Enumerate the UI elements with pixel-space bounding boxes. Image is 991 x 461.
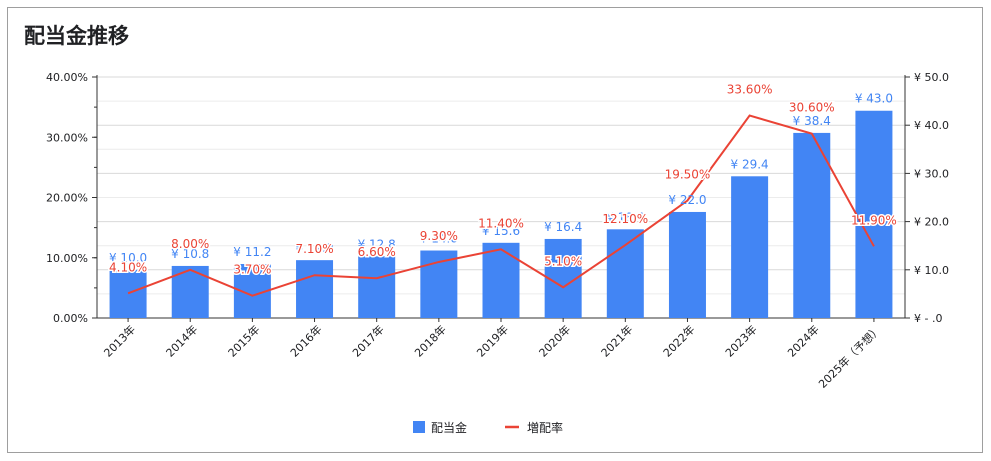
right-tick-label: ¥ 10.0 [914, 264, 949, 277]
bars [109, 110, 893, 319]
x-tick-label: 2018年 [411, 322, 448, 359]
bar [731, 176, 769, 318]
growth-rate-line [127, 114, 875, 297]
right-tick-label: ¥ 50.0 [914, 71, 949, 84]
x-tick-label: 2017年 [349, 322, 386, 359]
left-tick-label: 0.00% [53, 312, 88, 325]
bar-value-label: ¥ 29.4 [731, 157, 769, 171]
left-tick-label: 40.00% [46, 71, 88, 84]
left-tick-label: 10.00% [46, 252, 88, 265]
right-tick-label: ¥ 30.0 [914, 167, 949, 180]
x-tick-label: 2020年 [536, 322, 573, 359]
x-tick-label: 2019年 [474, 322, 511, 359]
x-tick-label: 2021年 [598, 322, 635, 359]
growth-value-label: 19.50% [665, 168, 711, 182]
bar [855, 110, 893, 319]
growth-value-label: 11.90% [851, 213, 897, 227]
x-tick-label: 2023年 [722, 322, 759, 359]
growth-value-label: 30.60% [789, 101, 835, 115]
growth-value-label: 3.70% [233, 263, 271, 277]
bar-value-label: ¥ 12.0 [295, 241, 333, 255]
legend-label-growth: 増配率 [527, 420, 563, 435]
x-tick-label: 2014年 [163, 322, 200, 359]
data-labels: ¥ 10.0 ¥ 10.8 ¥ 11.2 ¥ 12.0 ¥ 12.8 ¥ 14.0 ¥ 15… [108, 81, 899, 278]
growth-value-label: 6.60% [358, 245, 396, 259]
bar-value-label: ¥ 14.0 [420, 232, 458, 246]
bar [482, 242, 520, 318]
bar-value-label: ¥ 22.0 [668, 193, 706, 207]
right-tick-label: ¥ 40.0 [914, 119, 949, 132]
bar-value-label: ¥ 10.8 [171, 247, 209, 261]
left-tick-label: 20.00% [46, 192, 88, 205]
bar-value-label: ¥ 11.2 [233, 245, 271, 259]
legend-label-dividend: 配当金 [431, 420, 467, 435]
legend-swatch-dividend [413, 421, 425, 433]
growth-value-label: 5.10% [544, 254, 582, 268]
right-tick-label: ¥ - .0 [914, 312, 942, 325]
x-tick-label: 2016年 [287, 322, 324, 359]
legend: 配当金 増配率 [413, 420, 563, 435]
chart-title: 配当金推移 [24, 24, 129, 48]
bar [793, 132, 831, 318]
growth-value-label: 12.10% [602, 212, 648, 226]
bar-value-label: ¥ 10.0 [109, 251, 147, 265]
bar [668, 211, 706, 318]
bar-value-label: ¥ 43.0 [855, 92, 893, 106]
bar [420, 250, 458, 318]
growth-value-label: 11.40% [478, 216, 524, 230]
x-tick-label: 2024年 [784, 322, 821, 359]
bar [606, 229, 644, 318]
bar-value-label: ¥ 38.4 [793, 114, 831, 128]
bar-value-label: ¥ 16.4 [544, 220, 582, 234]
bar [296, 260, 334, 318]
x-tick-label: 2013年 [101, 322, 138, 359]
growth-value-label: 9.30% [420, 229, 458, 243]
bar [358, 256, 396, 318]
growth-line [127, 114, 875, 297]
growth-value-label: 7.10% [295, 242, 333, 256]
bar-value-label: ¥ 12.8 [358, 237, 396, 251]
x-tick-label: 2025年（予想） [815, 322, 884, 391]
growth-value-label: 33.60% [727, 83, 773, 97]
x-tick-label: 2022年 [660, 322, 697, 359]
bar-value-label: ¥ 18.4 [606, 210, 644, 224]
bar-value-label: ¥ 15.6 [482, 224, 520, 238]
growth-value-label: 8.00% [171, 237, 209, 251]
growth-value-label: 4.10% [109, 260, 147, 274]
bar [109, 269, 147, 318]
left-tick-label: 30.00% [46, 131, 88, 144]
x-tick-label: 2015年 [225, 322, 262, 359]
right-tick-label: ¥ 20.0 [914, 216, 949, 229]
